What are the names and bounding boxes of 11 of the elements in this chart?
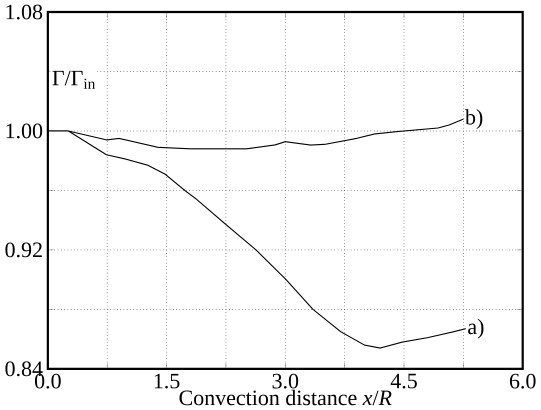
y-axis-title: Γ/Γ$_{in}$ <box>52 70 96 89</box>
x-tick-label: 1.5 <box>154 374 180 389</box>
x-tick-label: 4.5 <box>390 374 417 389</box>
legend-label: b) <box>464 109 482 130</box>
y-tick-label: 1.00 <box>6 124 42 138</box>
y-tick-label: 0.92 <box>5 242 42 258</box>
x-axis-title: Convection distance x/R <box>179 390 392 406</box>
series-label: a) <box>468 318 484 339</box>
x-tick-label: 6.0 <box>510 374 536 389</box>
x-tick-label: 3.0 <box>272 374 298 389</box>
y-tick-label: 1.08 <box>6 4 42 20</box>
